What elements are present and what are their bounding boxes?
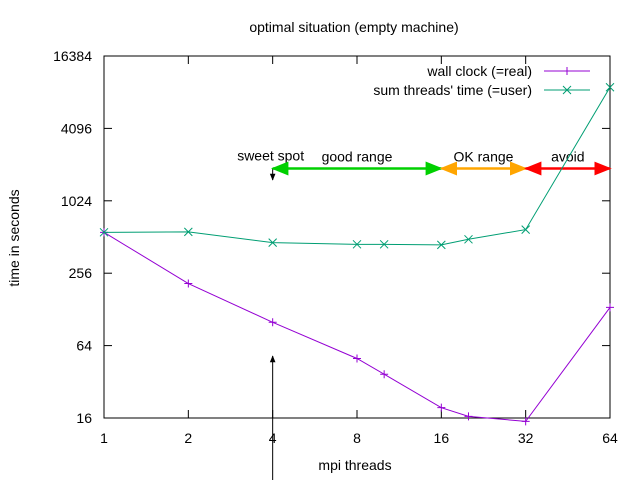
data-point-cross [183,227,193,237]
data-point-cross [436,240,446,250]
data-point-cross [562,85,572,95]
y-tick-label: 1024 [61,193,92,209]
range-label: avoid [551,149,584,165]
y-axis-label: time in seconds [6,189,22,286]
data-point-plus [353,354,361,363]
annotations: sweet spot good range OK range avoid [237,147,612,480]
y-tick-label: 16384 [53,48,92,64]
y-tick-label: 4096 [61,120,92,136]
data-point-cross [268,238,278,247]
x-axis-label: mpi threads [318,457,391,473]
chart-title: optimal situation (empty machine) [249,19,458,35]
data-point-plus [437,403,446,412]
data-point-cross [99,227,109,237]
legend-label: wall clock (=real) [426,63,532,79]
data-point-cross [605,82,615,92]
data-point-plus [521,417,530,426]
data-point-cross [464,234,473,244]
plot-frame [103,55,611,419]
sweet-spot-label: sweet spot [237,147,304,163]
y-tick-label: 16 [76,410,92,426]
data-point-cross [352,239,362,249]
range-label: OK range [454,149,514,165]
data-point-plus [464,412,473,421]
y-tick-label: 256 [69,265,93,281]
x-tick-label: 2 [184,430,192,446]
series-line [103,87,611,246]
data-point-cross [521,225,531,234]
legend: wall clock (=real) sum threads' time (=us… [373,63,590,98]
series-line [103,231,611,422]
x-tick-label: 16 [434,430,450,446]
legend-label: sum threads' time (=user) [373,82,532,98]
data-point-plus [606,303,614,312]
y-tick-label: 64 [76,338,92,354]
x-tick-label: 32 [518,430,534,446]
data-point-plus [380,370,389,379]
data-point-cross [379,239,389,249]
x-tick-label: 8 [353,430,361,446]
range-label: good range [322,149,393,165]
series [99,82,615,426]
x-tick-label: 1 [100,430,108,446]
data-point-plus [563,67,571,75]
x-tick-label: 64 [602,430,618,446]
data-point-plus [268,318,277,327]
axes: 124816326416642561024409616384 [53,48,618,446]
data-point-plus [184,279,193,288]
